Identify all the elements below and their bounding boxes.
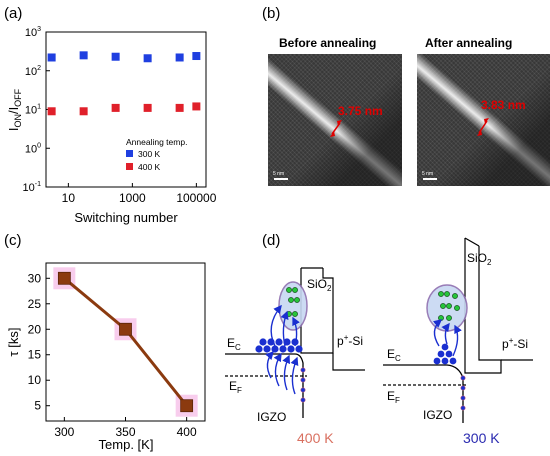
- chart-c-ytick-label: 25: [28, 297, 42, 311]
- tem-image-after: 3.83 nm 5 nm: [417, 54, 550, 186]
- tem-after-thickness: 3.83 nm: [481, 98, 526, 112]
- chart-a-xlabel: Switching number: [74, 210, 178, 225]
- ef-label-400k: EF: [229, 379, 242, 395]
- tem-before-thickness: 3.75 nm: [338, 104, 383, 118]
- chart-a-xtick-label: 10: [62, 191, 76, 205]
- chart-a-point-300k: [47, 53, 56, 62]
- sio2-label-300k: SiO2: [467, 251, 492, 267]
- chart-c-ytick-label: 10: [28, 373, 42, 387]
- chart-c-ytick-label: 30: [28, 271, 42, 285]
- chart-c-ytick-label: 15: [28, 348, 42, 362]
- band-diagram-400k: SiO2 p+-Si EC EF IGZO 400 K: [225, 267, 365, 446]
- band-diagram-300k: SiO2 p+-Si EC EF IGZO 300 K: [383, 237, 533, 446]
- band-diagram: SiO2 p+-Si EC EF IGZO 400 K: [225, 237, 533, 446]
- psi-label-300k: p+-Si: [502, 336, 528, 351]
- chart-a-xtick-label: 1000: [119, 191, 146, 205]
- tem-before-title: Before annealing: [279, 36, 377, 50]
- tem-after-scalebar: [423, 178, 437, 180]
- tem-after-title: After annealing: [425, 36, 513, 50]
- igzo-label-300k: IGZO: [423, 408, 452, 422]
- chart-c-xtick-label: 350: [115, 425, 135, 439]
- temp-label-400k: 400 K: [297, 430, 334, 446]
- chart-a-point-400k: [47, 107, 56, 116]
- chart-a-switching: 10-1 100 101 102 103 10 1000 100000 Switching n…: [6, 26, 217, 225]
- temp-label-300k: 300 K: [463, 430, 500, 446]
- tem-after-arrow-icon-2: [484, 118, 489, 124]
- tem-before-arrow-icon-2: [337, 120, 342, 126]
- chart-a-point-400k: [79, 107, 88, 116]
- chart-c-xtick-label: 400: [177, 425, 197, 439]
- tem-image-before: 3.75 nm 5 nm: [268, 54, 402, 186]
- panel-label-c: (c): [4, 232, 22, 249]
- sio2-label-400k: SiO2: [307, 277, 332, 293]
- panel-label-a: (a): [4, 5, 23, 22]
- chart-a-point-400k: [175, 103, 184, 112]
- panel-label-b: (b): [262, 5, 281, 22]
- psi-label-400k: p+-Si: [337, 333, 363, 348]
- chart-a-xtick-label: 100000: [176, 191, 216, 205]
- sio2-barrier-300k: [464, 238, 502, 374]
- igzo-label-400k: IGZO: [257, 410, 286, 424]
- legend-swatch-300k: [126, 150, 133, 157]
- chart-a-point-300k: [111, 52, 120, 61]
- panel-label-d: (d): [262, 232, 281, 249]
- chart-a-point-300k: [143, 54, 152, 63]
- chart-a-point-300k: [79, 51, 88, 60]
- psi-band-400k: [332, 353, 365, 371]
- chart-a-ytick-label: 102: [25, 65, 41, 78]
- chart-c-ylabel: τ [ks]: [6, 328, 21, 357]
- ec-label-400k: EC: [227, 336, 241, 352]
- chart-a-ylabel: ION/IOFF: [6, 88, 23, 131]
- chart-a-ytick-label: 103: [25, 26, 41, 39]
- chart-a-point-400k: [143, 103, 152, 112]
- tem-before-scale-label: 5 nm: [273, 171, 285, 177]
- tem-after-arrow-icon: [477, 130, 482, 136]
- sio2-barrier-400k: [300, 268, 334, 354]
- chart-a-point-300k: [192, 52, 201, 61]
- chart-c-tau-vs-temp: 5 10 15 20 25 30 300 350 400 Temp. [K] τ [ks]: [6, 262, 206, 452]
- chart-a-point-300k: [175, 53, 184, 62]
- chart-c-ytick-label: 5: [34, 399, 41, 413]
- chart-a-ytick-label: 10-1: [23, 181, 42, 194]
- chart-c-xlabel: Temp. [K]: [99, 437, 154, 452]
- chart-c-point: [57, 271, 71, 285]
- chart-a-point-400k: [111, 103, 120, 112]
- legend-label-400k: 400 K: [138, 162, 161, 172]
- chart-a-legend-title: Annealing temp.: [126, 137, 187, 147]
- ef-label-300k: EF: [387, 389, 400, 405]
- tem-before-scalebar: [274, 178, 288, 180]
- chart-c-xtick-label: 300: [54, 425, 74, 439]
- tem-after-scale-label: 5 nm: [422, 171, 434, 177]
- legend-label-300k: 300 K: [138, 149, 161, 159]
- chart-a-ytick-label: 101: [25, 104, 41, 117]
- ec-line-400k: [225, 353, 304, 418]
- chart-c-ytick-label: 20: [28, 322, 42, 336]
- chart-c-line: [63, 277, 188, 407]
- chart-a-ytick-label: 100: [25, 142, 41, 155]
- tem-before-arrow-icon: [330, 131, 335, 137]
- chart-c-point: [119, 322, 132, 336]
- ec-label-300k: EC: [387, 347, 401, 363]
- legend-swatch-400k: [126, 163, 133, 170]
- chart-c-point: [180, 399, 194, 413]
- chart-a-point-400k: [192, 102, 201, 111]
- chart-a-legend: Annealing temp. 300 K 400 K: [126, 137, 187, 172]
